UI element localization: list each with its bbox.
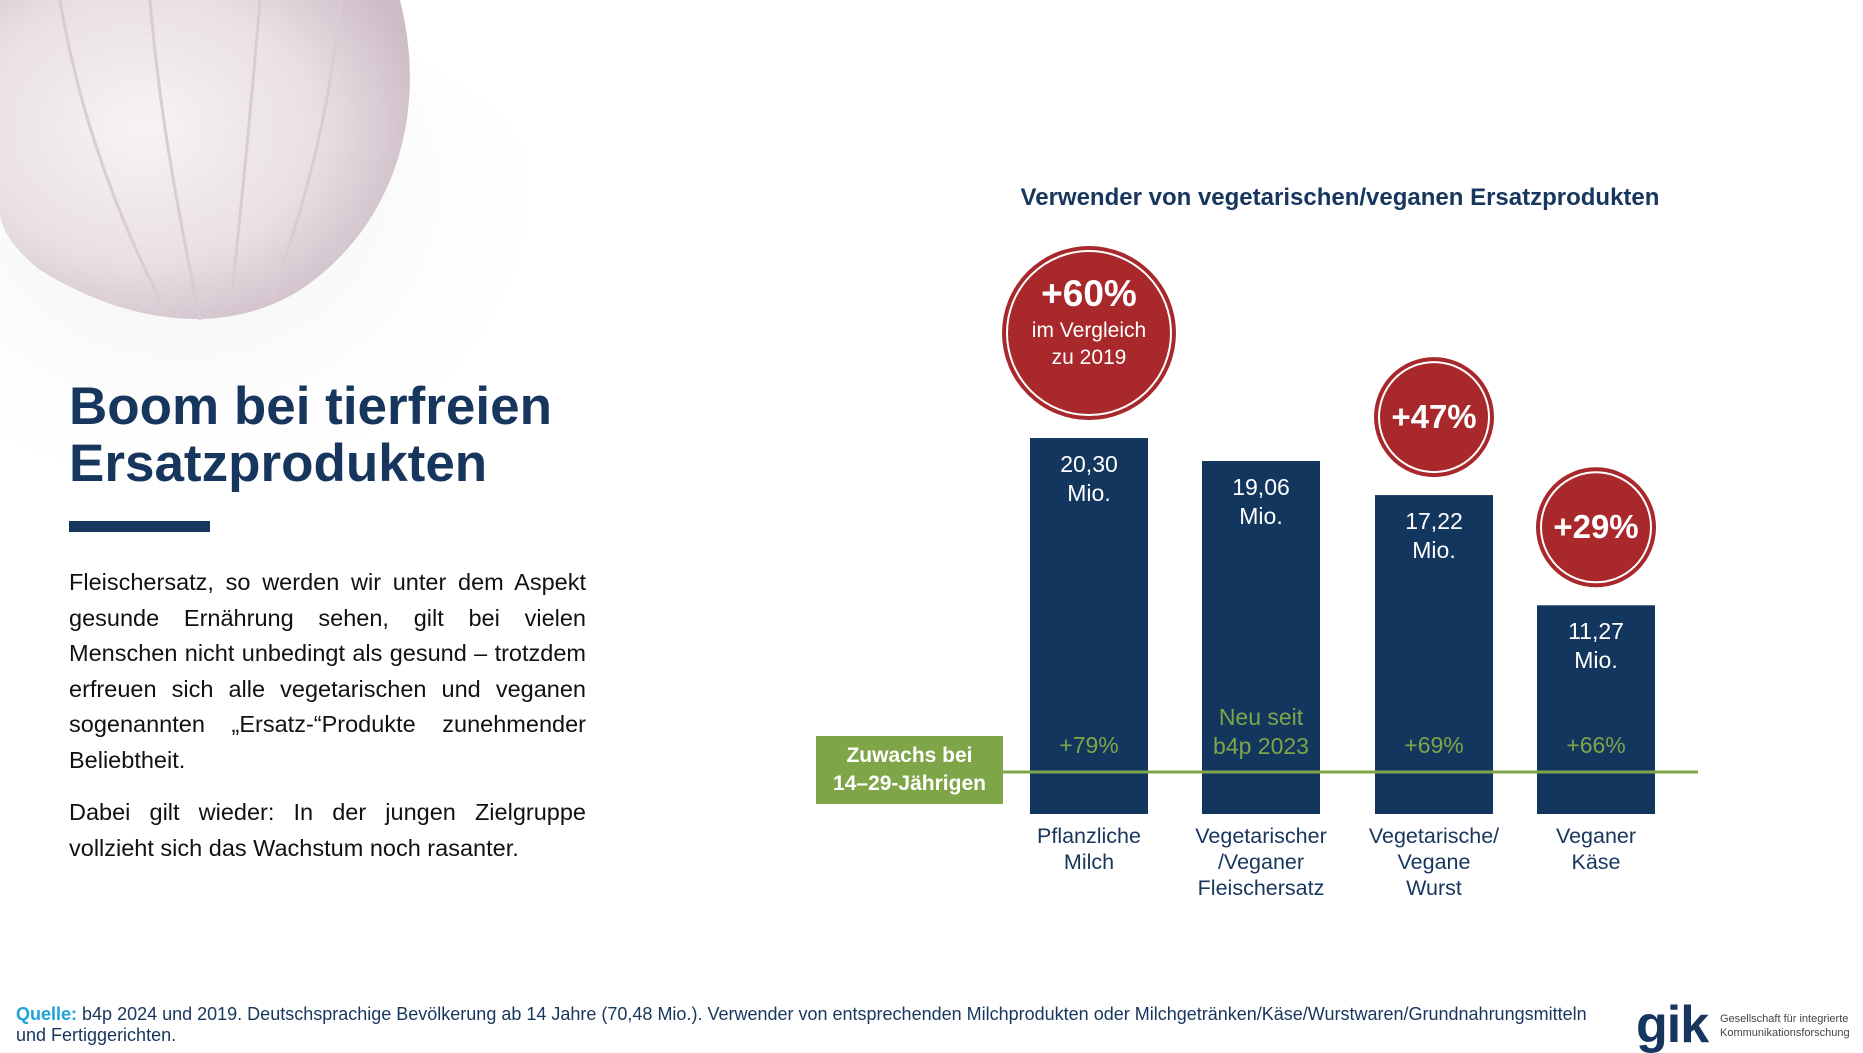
value-label: 19,06 Mio. xyxy=(1232,474,1290,529)
value-label: 20,30 Mio. xyxy=(1060,451,1118,507)
headline: Boom bei tierfreien Ersatzprodukten xyxy=(69,377,552,493)
bar xyxy=(1537,605,1655,814)
x-tick-label: Vegetarischer /Veganer Fleischersatz xyxy=(1195,824,1327,900)
youth-growth: +69% xyxy=(1404,732,1464,758)
badge-label: +60% xyxy=(1041,273,1137,315)
badge xyxy=(1002,246,1176,421)
rule xyxy=(69,521,210,532)
badge xyxy=(1374,357,1494,478)
x-tick-label: Vegetarische/ Vegane Wurst xyxy=(1368,824,1500,900)
value-label: 11,27 Mio. xyxy=(1568,618,1624,674)
paragraph: Dabei gilt wieder: In der jungen Zielgru… xyxy=(69,799,586,861)
bar xyxy=(1202,461,1320,814)
badge-ring xyxy=(1006,250,1172,417)
logo: gik xyxy=(1636,996,1709,1053)
badge xyxy=(1536,467,1656,588)
youth-growth: +79% xyxy=(1059,732,1119,758)
logo-tagline: Gesellschaft für integrierte Kommunikati… xyxy=(1720,1013,1850,1039)
badge-ring xyxy=(1378,361,1490,474)
source-label: Quelle: xyxy=(16,1004,78,1024)
paragraph: Fleischersatz, so werden wir unter dem A… xyxy=(69,569,586,773)
youth-growth: Neu seit b4p 2023 xyxy=(1213,704,1309,759)
x-tick-label: Pflanzliche Milch xyxy=(1037,824,1141,874)
badge-ring xyxy=(1540,471,1652,584)
garlic-image xyxy=(0,0,410,319)
badge-label: +47% xyxy=(1391,398,1477,436)
footer: Quelle: b4p 2024 und 2019. Deutschsprach… xyxy=(16,1004,1616,1046)
bar xyxy=(1030,438,1148,814)
x-tick-label: Veganer Käse xyxy=(1555,824,1637,874)
chart-title: Verwender von vegetarischen/veganen Ersa… xyxy=(1020,184,1660,211)
badge-label: +29% xyxy=(1553,508,1639,546)
source: b4p 2024 und 2019. Deutschsprachige Bevö… xyxy=(16,1004,1587,1045)
bar xyxy=(1375,495,1493,814)
baseline-label: Zuwachs bei 14–29-Jährigen xyxy=(816,736,1003,804)
badge-note: im Vergleich zu 2019 xyxy=(1031,319,1147,370)
value-label: 17,22 Mio. xyxy=(1405,508,1463,564)
garlic-lines xyxy=(58,0,342,321)
youth-growth: +66% xyxy=(1566,732,1626,758)
